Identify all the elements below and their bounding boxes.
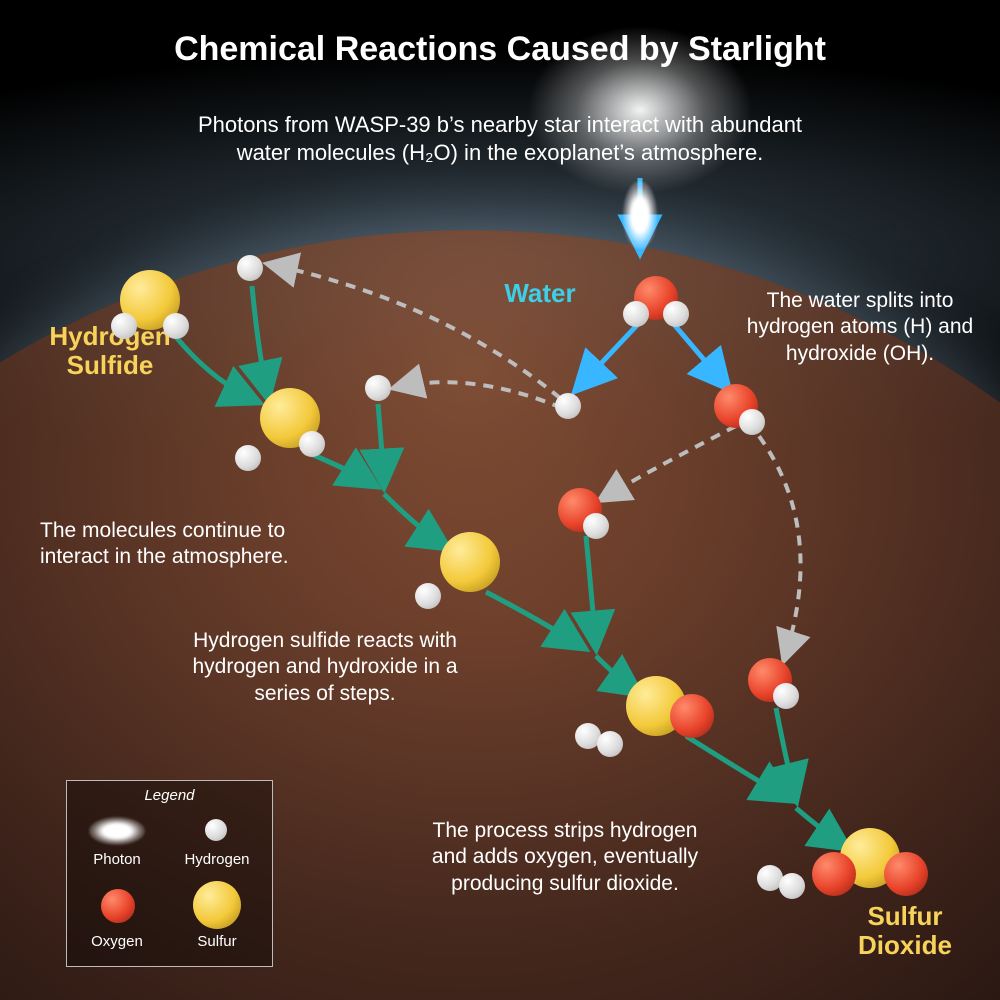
- atom-h: [597, 731, 623, 757]
- ann-series: Hydrogen sulfide reacts with hydrogen an…: [160, 628, 490, 707]
- label-h2s-l2: Sulfide: [67, 350, 154, 380]
- atom-h: [623, 301, 649, 327]
- subtitle-l1: Photons from WASP-39 b’s nearby star int…: [0, 112, 1000, 138]
- atom-h: [773, 683, 799, 709]
- atom-h: [663, 301, 689, 327]
- legend-oxygen-icon: [101, 889, 135, 923]
- atom-o: [884, 852, 928, 896]
- atom-h: [237, 255, 263, 281]
- legend-sulfur-icon: [193, 881, 241, 929]
- photon: [623, 181, 657, 249]
- atom-h: [779, 873, 805, 899]
- label-so2-l1: Sulfur: [867, 901, 942, 931]
- ann-split: The water splits into hydrogen atoms (H)…: [735, 288, 985, 367]
- legend-hydrogen-label: Hydrogen: [167, 851, 267, 868]
- atom-h: [365, 375, 391, 401]
- atom-h: [111, 313, 137, 339]
- legend-hydrogen-icon: [205, 819, 227, 841]
- atom-h: [163, 313, 189, 339]
- legend-photon-label: Photon: [67, 851, 167, 868]
- atom-h: [299, 431, 325, 457]
- label-water: Water: [480, 278, 600, 309]
- legend-sulfur-label: Sulfur: [167, 933, 267, 950]
- legend-photon-icon: [89, 817, 145, 845]
- legend-title: Legend: [67, 787, 272, 804]
- legend-oxygen-label: Oxygen: [67, 933, 167, 950]
- label-so2: Sulfur Dioxide: [820, 902, 990, 959]
- page-title: Chemical Reactions Caused by Starlight: [0, 30, 1000, 69]
- atom-h: [235, 445, 261, 471]
- subtitle-l2: water molecules (H₂O) in the exoplanet’s…: [0, 140, 1000, 166]
- atom-s: [440, 532, 500, 592]
- legend-box: Legend Photon Hydrogen Oxygen Sulfur: [66, 780, 273, 967]
- atom-h: [739, 409, 765, 435]
- atom-h: [555, 393, 581, 419]
- atom-h: [583, 513, 609, 539]
- atom-o: [812, 852, 856, 896]
- atom-o: [670, 694, 714, 738]
- label-so2-l2: Dioxide: [858, 930, 952, 960]
- atom-h: [415, 583, 441, 609]
- ann-strip: The process strips hydrogen and adds oxy…: [400, 818, 730, 897]
- ann-continue: The molecules continue to interact in th…: [40, 518, 340, 571]
